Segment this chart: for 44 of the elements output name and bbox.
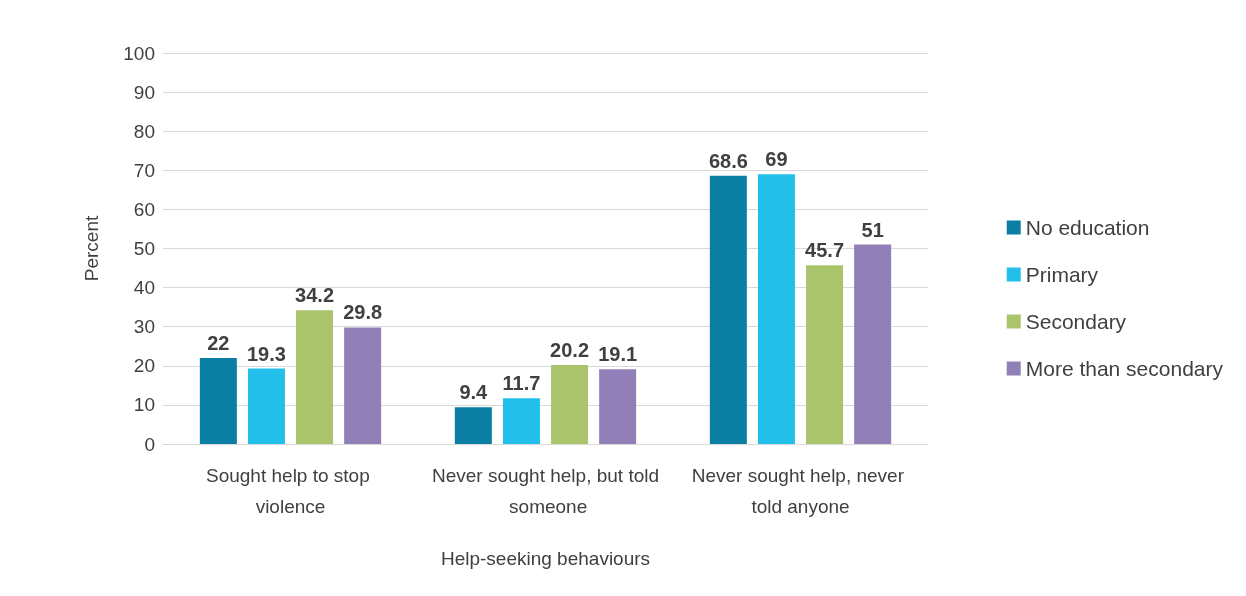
y-tick-label: 40: [133, 277, 155, 299]
data-label: 19.1: [598, 343, 638, 366]
legend-label: No education: [1025, 216, 1150, 239]
bar: [551, 365, 589, 444]
y-tick-label: 80: [133, 120, 155, 142]
y-tick-label: 30: [133, 316, 155, 338]
x-axis-title: Help-seeking behaviours: [440, 548, 651, 569]
y-tick-label: 50: [133, 238, 155, 259]
bar: [709, 175, 747, 444]
y-tick-label: 60: [133, 198, 155, 220]
bar: [344, 327, 382, 444]
bar: [296, 310, 334, 444]
data-label: 22: [207, 331, 230, 354]
data-label: 51: [861, 218, 884, 241]
data-label: 11.7: [502, 372, 541, 395]
x-tick-label: Never sought help, never told anyone: [691, 465, 910, 517]
data-label: 20.2: [550, 339, 590, 362]
bar: [247, 368, 285, 444]
data-label: 19.3: [246, 342, 286, 365]
data-label: 29.8: [343, 301, 383, 324]
legend-label: Secondary: [1025, 310, 1127, 333]
y-tick-label: 20: [133, 355, 155, 377]
bar: [757, 174, 795, 444]
legend-label: More than secondary: [1025, 357, 1224, 380]
bar: [454, 407, 492, 444]
x-tick-label: Sought help to stop violence: [205, 465, 376, 517]
data-label: 34.2: [295, 284, 335, 307]
y-tick-label: 100: [123, 42, 155, 64]
x-tick-label: Never sought help, but told someone: [431, 465, 660, 517]
bar: [199, 357, 237, 444]
y-tick-label: 10: [133, 394, 155, 416]
bar: [502, 398, 540, 444]
legend-label: Primary: [1025, 263, 1099, 286]
data-label: 45.7: [805, 239, 845, 262]
y-tick-label: 70: [133, 159, 155, 181]
bar: [854, 244, 892, 444]
bar: [806, 265, 844, 444]
y-tick-label: 90: [133, 81, 155, 103]
data-label: 69: [765, 148, 788, 171]
data-label: 9.4: [459, 381, 489, 404]
bar: [599, 369, 637, 444]
y-axis-title: Percent: [81, 215, 102, 282]
y-tick-label: 0: [144, 433, 155, 455]
data-label: 68.6: [708, 149, 748, 172]
